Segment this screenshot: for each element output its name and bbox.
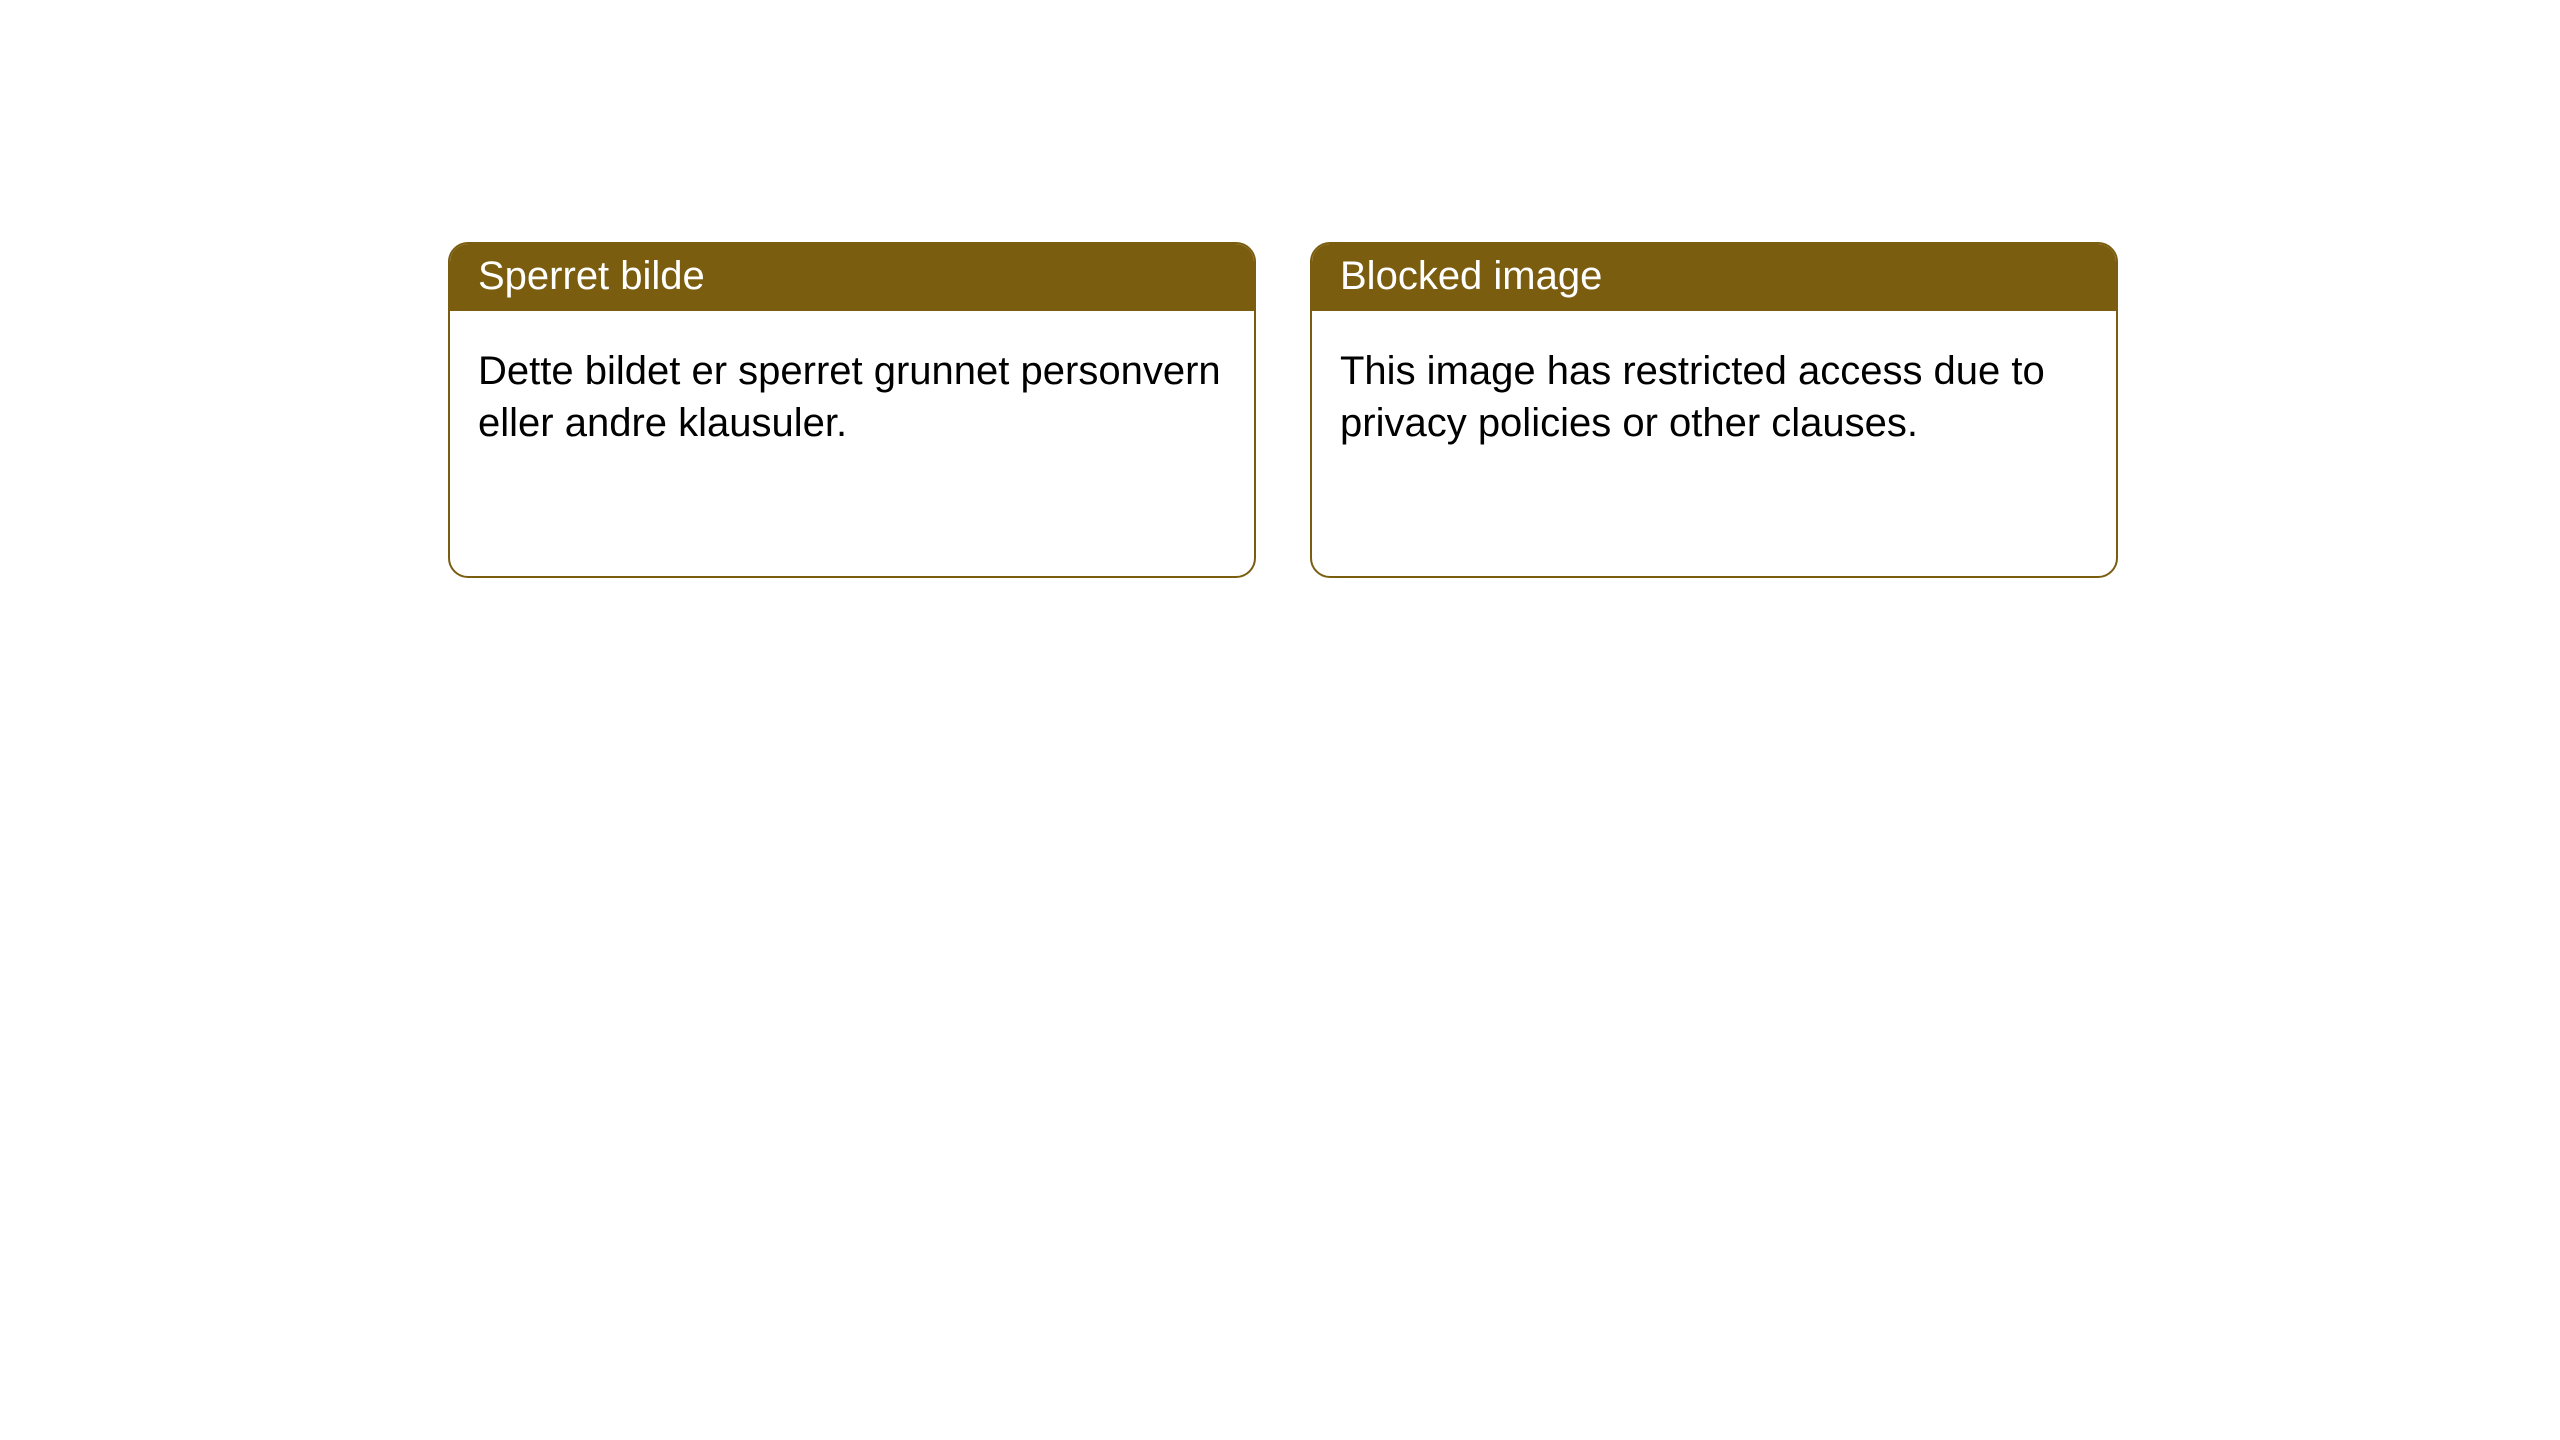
blocked-image-card-en: Blocked image This image has restricted … xyxy=(1310,242,2118,578)
card-title-en: Blocked image xyxy=(1340,254,1602,298)
card-body-en: This image has restricted access due to … xyxy=(1312,311,2116,483)
card-message-en: This image has restricted access due to … xyxy=(1340,349,2045,445)
card-body-no: Dette bildet er sperret grunnet personve… xyxy=(450,311,1254,483)
card-header-en: Blocked image xyxy=(1312,244,2116,311)
card-message-no: Dette bildet er sperret grunnet personve… xyxy=(478,349,1221,445)
card-header-no: Sperret bilde xyxy=(450,244,1254,311)
card-title-no: Sperret bilde xyxy=(478,254,705,298)
blocked-image-card-no: Sperret bilde Dette bildet er sperret gr… xyxy=(448,242,1256,578)
notice-container: Sperret bilde Dette bildet er sperret gr… xyxy=(0,0,2560,578)
